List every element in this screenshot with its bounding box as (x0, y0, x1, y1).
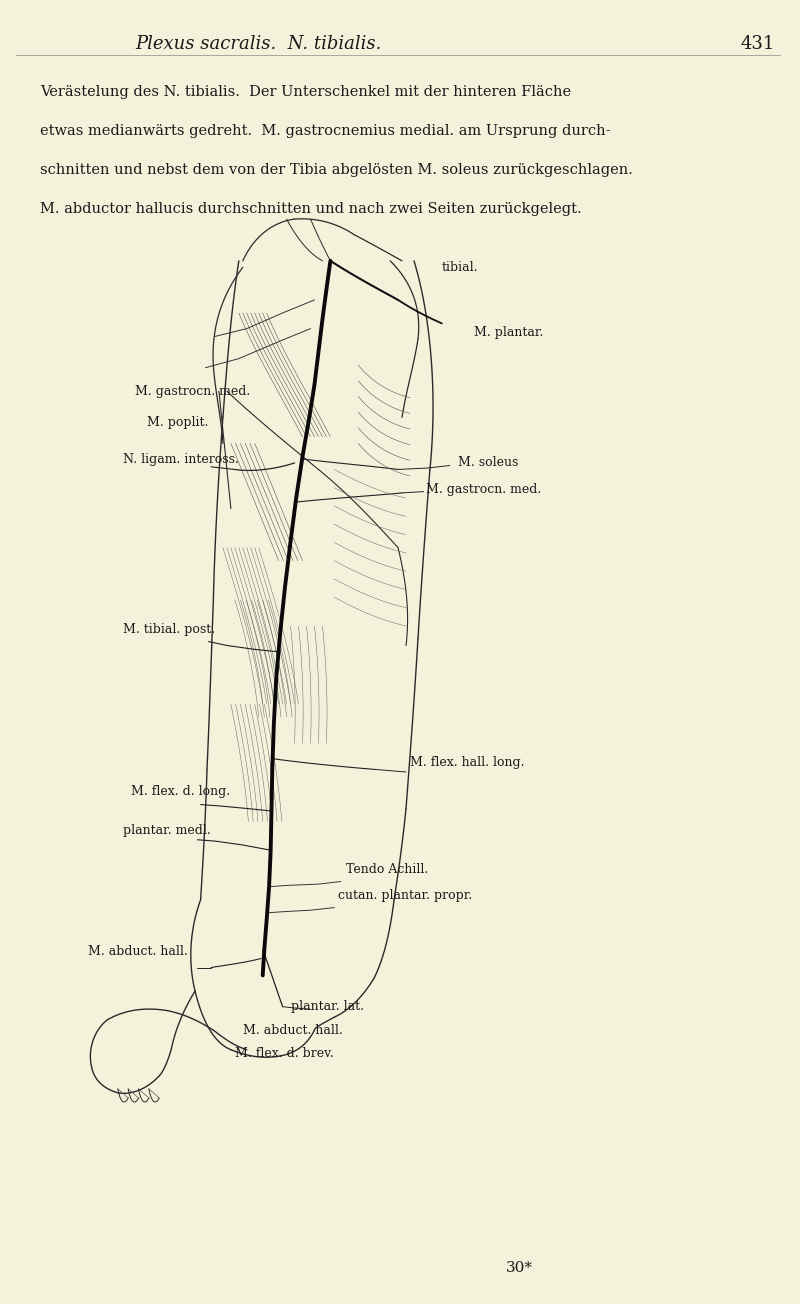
Text: M. abduct. hall.: M. abduct. hall. (87, 945, 187, 958)
Text: cutan. plantar. propr.: cutan. plantar. propr. (338, 889, 473, 902)
Text: tibial.: tibial. (442, 261, 478, 274)
Text: 30*: 30* (506, 1261, 533, 1275)
Text: M. gastrocn. med.: M. gastrocn. med. (426, 482, 541, 496)
Text: M. flex. d. long.: M. flex. d. long. (131, 785, 230, 798)
Text: Plexus sacralis.  N. tibialis.: Plexus sacralis. N. tibialis. (135, 35, 382, 53)
Text: schnitten und nebst dem von der Tibia abgelösten M. soleus zurückgeschlagen.: schnitten und nebst dem von der Tibia ab… (40, 163, 633, 177)
Text: M. plantar.: M. plantar. (474, 326, 543, 339)
Text: Tendo Achill.: Tendo Achill. (346, 863, 429, 876)
Text: M. abduct. hall.: M. abduct. hall. (243, 1024, 342, 1037)
Text: M. gastrocn. med.: M. gastrocn. med. (135, 385, 250, 398)
Text: M. abductor hallucis durchschnitten und nach zwei Seiten zurückgelegt.: M. abductor hallucis durchschnitten und … (40, 202, 582, 216)
Text: N. ligam. inteross.: N. ligam. inteross. (123, 452, 239, 466)
Text: 431: 431 (740, 35, 774, 53)
Text: M. tibial. post.: M. tibial. post. (123, 623, 215, 636)
Text: etwas medianwärts gedreht.  M. gastrocnemius medial. am Ursprung durch-: etwas medianwärts gedreht. M. gastrocnem… (40, 124, 610, 138)
Text: plantar. lat.: plantar. lat. (290, 1000, 363, 1013)
Text: M. flex. hall. long.: M. flex. hall. long. (410, 756, 525, 769)
Text: M. soleus: M. soleus (458, 456, 518, 469)
Text: Verästelung des N. tibialis.  Der Unterschenkel mit der hinteren Fläche: Verästelung des N. tibialis. Der Untersc… (40, 85, 571, 99)
Text: plantar. medl.: plantar. medl. (123, 824, 211, 837)
Text: M. poplit.: M. poplit. (147, 416, 209, 429)
Text: M. flex. d. brev.: M. flex. d. brev. (235, 1047, 334, 1060)
